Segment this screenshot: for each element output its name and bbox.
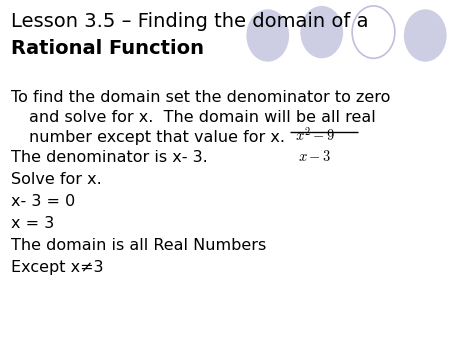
Text: and solve for x.  The domain will be all real: and solve for x. The domain will be all … bbox=[29, 110, 376, 125]
Text: Rational Function: Rational Function bbox=[11, 39, 204, 58]
Ellipse shape bbox=[301, 6, 343, 58]
Text: x = 3: x = 3 bbox=[11, 216, 54, 231]
Text: To find the domain set the denominator to zero: To find the domain set the denominator t… bbox=[11, 90, 391, 104]
Text: The denominator is x- 3.: The denominator is x- 3. bbox=[11, 150, 208, 165]
Text: Lesson 3.5 – Finding the domain of a: Lesson 3.5 – Finding the domain of a bbox=[11, 12, 369, 31]
Text: $x^2-9$: $x^2-9$ bbox=[295, 126, 335, 144]
Text: number except that value for x.: number except that value for x. bbox=[29, 130, 285, 145]
Text: The domain is all Real Numbers: The domain is all Real Numbers bbox=[11, 238, 266, 253]
Text: Except x≠3: Except x≠3 bbox=[11, 260, 104, 275]
Text: Solve for x.: Solve for x. bbox=[11, 172, 102, 187]
Ellipse shape bbox=[404, 9, 446, 62]
Text: $x-3$: $x-3$ bbox=[298, 149, 332, 164]
Text: x- 3 = 0: x- 3 = 0 bbox=[11, 194, 76, 209]
Ellipse shape bbox=[247, 9, 289, 62]
Ellipse shape bbox=[352, 6, 395, 58]
